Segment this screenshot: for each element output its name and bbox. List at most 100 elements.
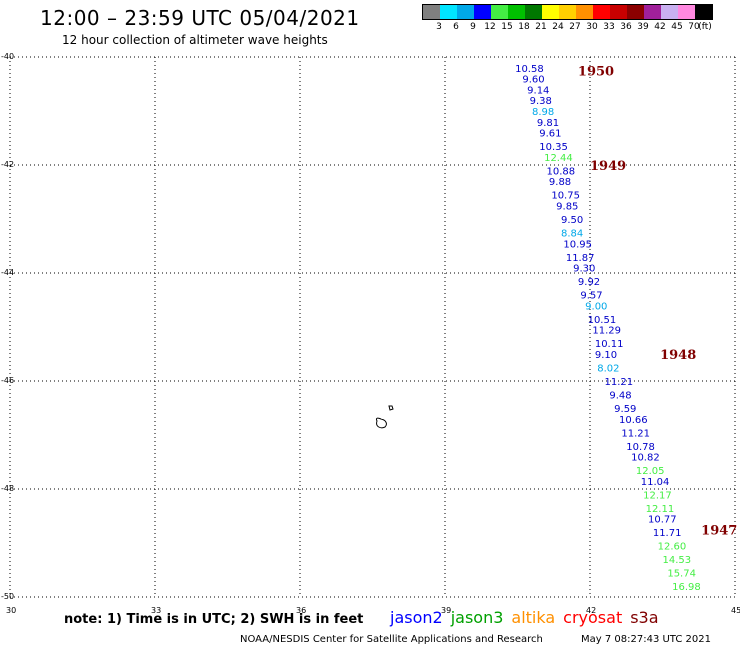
island-main	[376, 417, 387, 429]
mission-label: s3a	[630, 608, 659, 627]
wave-height-label: 9.48	[609, 391, 631, 402]
lon-tick-label: 45	[731, 606, 740, 615]
island-small	[388, 405, 394, 411]
pass-time-label: 1948	[660, 348, 696, 363]
wave-height-label: 9.00	[585, 301, 607, 312]
legend-swatch	[610, 5, 627, 19]
wave-height-label: 14.53	[663, 555, 692, 566]
wave-height-label: 15.74	[667, 569, 696, 580]
legend-label: 70	[688, 22, 700, 32]
legend-label: 15	[501, 22, 513, 32]
lat-tick-label: -40	[1, 52, 14, 61]
generation-timestamp: May 7 08:27:43 UTC 2021	[581, 634, 711, 645]
lon-tick-label: 36	[296, 606, 306, 615]
wave-height-label: 10.82	[631, 453, 660, 464]
wave-height-label: 10.78	[626, 442, 655, 453]
wave-height-label: 11.71	[653, 528, 682, 539]
wave-height-label: 10.75	[551, 191, 580, 202]
legend-label: 3	[436, 22, 442, 32]
legend-swatch	[627, 5, 644, 19]
legend-swatch	[457, 5, 474, 19]
legend-swatch	[525, 5, 542, 19]
pass-time-labels: 1950 1949 1948 1947	[578, 65, 737, 539]
legend-label: 6	[453, 22, 459, 32]
legend-swatch	[508, 5, 525, 19]
wave-height-legend: 3 6 9 12 15 18 21 24 27 30 33 36 39 42 45 70 (ft)	[422, 4, 713, 36]
legend-label: 21	[535, 22, 547, 32]
wave-height-label: 9.30	[573, 264, 595, 275]
pass-time-label: 1947	[701, 524, 737, 539]
wave-height-label: 12.17	[643, 490, 672, 501]
wave-height-label: 9.57	[580, 291, 602, 302]
wave-height-label: 9.10	[595, 350, 617, 361]
lon-tick-label: 33	[151, 606, 161, 615]
legend-label: 27	[569, 22, 581, 32]
wave-height-label: 11.87	[566, 253, 595, 264]
page-title: 12:00 – 23:59 UTC 05/04/2021	[40, 6, 360, 30]
wave-height-label: 9.59	[614, 404, 636, 415]
wave-height-label: 8.02	[597, 364, 619, 375]
wave-height-label: 10.88	[547, 166, 576, 177]
wave-height-label: 9.38	[530, 96, 552, 107]
footer-note: note: 1) Time is in UTC; 2) SWH is in fe…	[64, 612, 364, 627]
wave-height-label: 10.35	[539, 142, 568, 153]
wave-height-label: 10.58	[515, 64, 544, 75]
legend-swatch	[644, 5, 661, 19]
legend-label: 18	[518, 22, 530, 32]
wave-height-label: 10.66	[619, 415, 648, 426]
legend-swatch	[576, 5, 593, 19]
legend-swatch	[542, 5, 559, 19]
wave-height-label: 9.88	[549, 177, 571, 188]
legend-swatch	[491, 5, 508, 19]
legend-unit: (ft)	[698, 22, 712, 32]
wave-height-label: 9.14	[527, 85, 549, 96]
legend-label: 9	[470, 22, 476, 32]
wave-height-label: 11.29	[592, 326, 621, 337]
wave-height-label: 9.85	[556, 202, 578, 213]
lat-tick-label: -46	[1, 376, 14, 385]
mission-label: cryosat	[563, 608, 623, 627]
wave-height-label: 11.21	[621, 428, 650, 439]
lat-tick-label: -50	[1, 592, 14, 601]
mission-label: jason3	[450, 608, 504, 627]
legend-swatch	[559, 5, 576, 19]
pass-time-label: 1949	[590, 159, 626, 174]
lat-tick-label: -44	[1, 268, 14, 277]
wave-height-label: 12.60	[658, 542, 687, 553]
wave-height-label: 16.98	[672, 582, 701, 593]
legend-color-bar	[422, 4, 713, 20]
legend-label: 33	[603, 22, 615, 32]
wave-height-label: 10.95	[563, 239, 592, 250]
credit-text: NOAA/NESDIS Center for Satellite Applica…	[240, 634, 543, 645]
wave-height-label: 12.44	[544, 153, 573, 164]
wave-height-label: 12.05	[636, 466, 665, 477]
wave-height-label: 9.60	[522, 75, 544, 86]
wave-height-label: 12.11	[646, 504, 675, 515]
lat-tick-label: -48	[1, 484, 14, 493]
legend-swatch	[695, 5, 712, 19]
wave-height-label: 10.51	[588, 315, 617, 326]
legend-swatch	[678, 5, 695, 19]
wave-height-label: 8.84	[561, 229, 583, 240]
legend-label: 36	[620, 22, 632, 32]
mission-label: jason2	[390, 608, 443, 627]
legend-swatch	[661, 5, 678, 19]
legend-swatch	[593, 5, 610, 19]
wave-height-label: 9.81	[537, 118, 559, 129]
legend-label: 24	[552, 22, 564, 32]
lat-tick-label: -42	[1, 160, 14, 169]
legend-label: 45	[671, 22, 683, 32]
map-grid	[9, 56, 736, 598]
legend-labels: 3 6 9 12 15 18 21 24 27 30 33 36 39 42 45 70 (ft)	[422, 22, 713, 36]
wave-height-label: 10.77	[648, 515, 677, 526]
wave-height-label: 8.98	[532, 107, 554, 118]
mission-label: altika	[511, 608, 556, 627]
wave-height-label: 11.04	[641, 477, 670, 488]
page-subtitle: 12 hour collection of altimeter wave hei…	[62, 33, 328, 47]
mission-legend: jason2 jason3 altika cryosat s3a	[390, 608, 667, 627]
legend-swatch	[440, 5, 457, 19]
wave-height-label: 9.50	[561, 215, 583, 226]
legend-label: 12	[484, 22, 496, 32]
